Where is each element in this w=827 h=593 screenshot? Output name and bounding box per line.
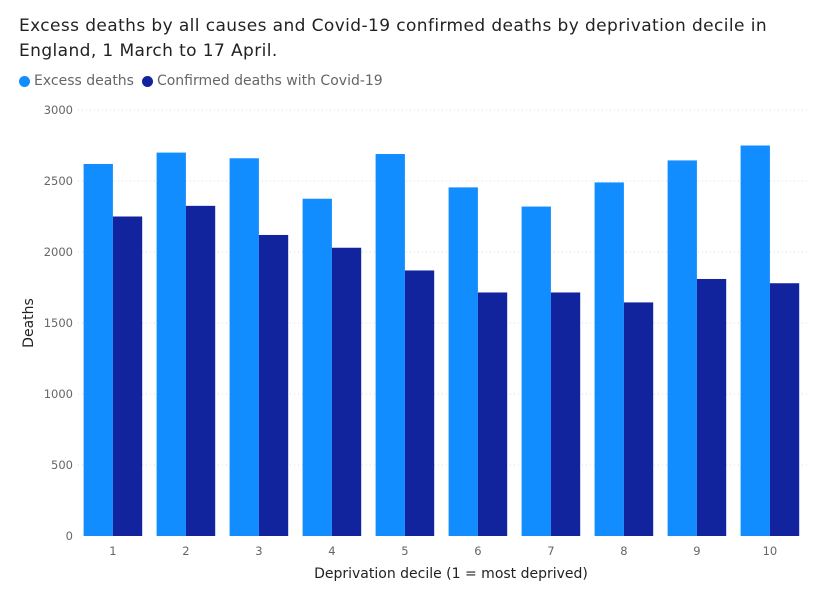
x-tick-label-5: 5 (401, 544, 408, 558)
y-axis-label: Deaths (21, 298, 37, 348)
bar-covid-10 (769, 283, 800, 536)
legend-item-covid[interactable]: Confirmed deaths with Covid-19 (141, 73, 383, 89)
x-tick-label-3: 3 (255, 544, 262, 558)
legend-item-excess[interactable]: Excess deaths (19, 73, 134, 89)
chart-title: Excess deaths by all causes and Covid-19… (19, 16, 767, 61)
bar-excess-4 (302, 198, 332, 536)
y-tick-label-1000: 1000 (44, 387, 73, 401)
legend-label-excess: Excess deaths (34, 73, 134, 89)
y-tick-label-500: 500 (51, 458, 73, 472)
y-tick-label-3000: 3000 (44, 103, 73, 117)
bar-excess-9 (667, 160, 697, 536)
x-tick-label-9: 9 (693, 544, 700, 558)
x-tick-label-10: 10 (763, 544, 778, 558)
x-tick-label-1: 1 (109, 544, 116, 558)
bar-covid-4 (331, 247, 362, 537)
x-axis-label: Deprivation decile (1 = most deprived) (314, 566, 588, 582)
bar-excess-2 (156, 152, 186, 536)
bar-covid-1 (112, 216, 143, 536)
x-tick-label-2: 2 (182, 544, 189, 558)
bar-excess-3 (229, 158, 259, 536)
x-tick-label-7: 7 (547, 544, 554, 558)
legend-swatch-excess (19, 75, 30, 87)
y-tick-label-2000: 2000 (44, 245, 73, 259)
y-tick-label-1500: 1500 (44, 316, 73, 330)
bar-excess-10 (740, 145, 770, 536)
bar-excess-6 (448, 187, 478, 536)
bar-excess-1 (83, 163, 113, 536)
y-tick-label-2500: 2500 (44, 174, 73, 188)
bar-covid-9 (696, 278, 727, 536)
bar-covid-6 (477, 292, 508, 536)
bar-covid-8 (623, 302, 654, 536)
bar-excess-8 (594, 182, 624, 537)
legend-swatch-covid (141, 75, 153, 87)
bar-covid-2 (185, 205, 216, 536)
x-tick-label-8: 8 (620, 544, 627, 558)
legend: Excess deaths Confirmed deaths with Covi… (19, 73, 391, 89)
bar-covid-5 (404, 270, 435, 536)
bar-excess-7 (521, 206, 551, 536)
x-tick-label-6: 6 (474, 544, 481, 558)
x-tick-label-4: 4 (328, 544, 335, 558)
legend-label-covid: Confirmed deaths with Covid-19 (156, 73, 383, 89)
bar-covid-3 (258, 234, 289, 536)
bar-excess-5 (375, 154, 405, 536)
bar-covid-7 (550, 292, 581, 536)
y-tick-label-0: 0 (66, 529, 73, 543)
